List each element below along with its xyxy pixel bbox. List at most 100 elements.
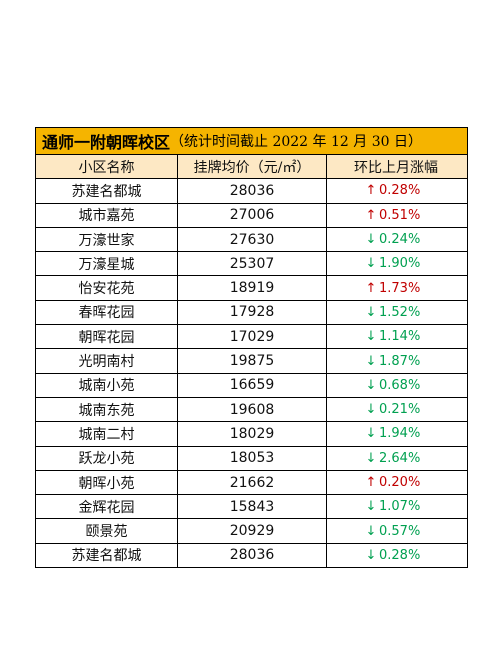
table-row: 万濠星城 25307 ↓ 1.90% bbox=[36, 252, 467, 277]
community-name-cell: 春晖花园 bbox=[36, 300, 178, 325]
listing-price-cell: 17928 bbox=[178, 300, 327, 325]
listing-price-cell: 27006 bbox=[178, 203, 327, 227]
community-name-cell: 城南小苑 bbox=[36, 373, 178, 397]
change-value: 2.64% bbox=[379, 450, 421, 466]
change-value: 1.73% bbox=[379, 280, 421, 296]
change-value: 0.28% bbox=[379, 183, 421, 199]
mom-change-cell: ↓ 1.94% bbox=[327, 422, 465, 445]
community-name-cell: 城南东苑 bbox=[36, 397, 178, 422]
change-value: 0.51% bbox=[379, 207, 421, 223]
arrow-down-icon: ↓ bbox=[365, 499, 377, 515]
mom-change-cell: ↓ 1.52% bbox=[327, 301, 465, 324]
community-name-cell: 怡安花苑 bbox=[36, 276, 178, 300]
listing-price-cell: 18053 bbox=[178, 446, 327, 470]
arrow-up-icon: ↑ bbox=[365, 183, 377, 199]
community-name-cell: 跃龙小苑 bbox=[36, 446, 178, 470]
table-row: 跃龙小苑 18053 ↓ 2.64% bbox=[36, 446, 467, 471]
community-name-cell: 苏建名都城 bbox=[36, 179, 178, 203]
table-row: 光明南村 19875 ↓ 1.87% bbox=[36, 349, 467, 374]
arrow-down-icon: ↓ bbox=[365, 232, 377, 248]
table-row: 苏建名都城 28036 ↓ 0.28% bbox=[36, 543, 467, 568]
community-name-cell: 苏建名都城 bbox=[36, 543, 178, 568]
change-value: 1.07% bbox=[379, 499, 421, 515]
table-body: 苏建名都城 28036 ↑ 0.28% 城市嘉苑 27006 ↑ 0.51% 万濠世家 27630… bbox=[36, 179, 467, 568]
mom-change-cell: ↑ 0.51% bbox=[327, 204, 465, 227]
table-row: 怡安花苑 18919 ↑ 1.73% bbox=[36, 276, 467, 301]
price-table: 通师一附朝晖校区 （统计时间截止 2022 年 12 月 30 日） 小区名称 挂… bbox=[35, 127, 468, 569]
table-row: 苏建名都城 28036 ↑ 0.28% bbox=[36, 179, 467, 204]
mom-change-cell: ↓ 1.90% bbox=[327, 252, 465, 275]
arrow-down-icon: ↓ bbox=[365, 377, 377, 393]
listing-price-cell: 19875 bbox=[178, 349, 327, 373]
mom-change-cell: ↓ 0.24% bbox=[327, 228, 465, 251]
listing-price-cell: 17029 bbox=[178, 325, 327, 349]
table-row: 颐景苑 20929 ↓ 0.57% bbox=[36, 519, 467, 544]
header-listing-price: 挂牌均价（元/㎡） bbox=[178, 155, 327, 179]
community-name-cell: 城南二村 bbox=[36, 422, 178, 446]
community-name-cell: 万濠星城 bbox=[36, 252, 178, 276]
change-value: 0.28% bbox=[379, 547, 421, 563]
mom-change-cell: ↓ 2.64% bbox=[327, 447, 465, 470]
arrow-up-icon: ↑ bbox=[365, 207, 377, 223]
community-name-cell: 城市嘉苑 bbox=[36, 203, 178, 227]
mom-change-cell: ↓ 1.07% bbox=[327, 495, 465, 518]
listing-price-cell: 18919 bbox=[178, 276, 327, 300]
table-row: 城南二村 18029 ↓ 1.94% bbox=[36, 422, 467, 447]
change-value: 0.21% bbox=[379, 402, 421, 418]
listing-price-cell: 15843 bbox=[178, 495, 327, 519]
arrow-down-icon: ↓ bbox=[365, 426, 377, 442]
community-name-cell: 万濠世家 bbox=[36, 227, 178, 252]
table-row: 城南东苑 19608 ↓ 0.21% bbox=[36, 397, 467, 423]
table-title: 通师一附朝晖校区 bbox=[42, 133, 171, 152]
listing-price-cell: 27630 bbox=[178, 227, 327, 252]
table-row: 万濠世家 27630 ↓ 0.24% bbox=[36, 227, 467, 253]
table-row: 春晖花园 17928 ↓ 1.52% bbox=[36, 300, 467, 326]
change-value: 0.68% bbox=[379, 377, 421, 393]
arrow-down-icon: ↓ bbox=[365, 353, 377, 369]
change-value: 0.57% bbox=[379, 523, 421, 539]
mom-change-cell: ↓ 0.28% bbox=[327, 544, 465, 567]
table-title-bar: 通师一附朝晖校区 （统计时间截止 2022 年 12 月 30 日） bbox=[36, 128, 467, 155]
arrow-down-icon: ↓ bbox=[365, 256, 377, 272]
table-row: 朝晖花园 17029 ↓ 1.14% bbox=[36, 325, 467, 350]
community-name-cell: 朝晖小苑 bbox=[36, 470, 178, 495]
table-row: 金辉花园 15843 ↓ 1.07% bbox=[36, 495, 467, 520]
community-name-cell: 金辉花园 bbox=[36, 495, 178, 519]
mom-change-cell: ↑ 0.28% bbox=[327, 179, 465, 202]
table-title-note: （统计时间截止 2022 年 12 月 30 日） bbox=[170, 134, 422, 150]
change-value: 1.87% bbox=[379, 353, 421, 369]
listing-price-cell: 18029 bbox=[178, 422, 327, 446]
mom-change-cell: ↑ 1.73% bbox=[327, 276, 465, 299]
mom-change-cell: ↓ 0.68% bbox=[327, 374, 465, 397]
mom-change-cell: ↓ 1.87% bbox=[327, 349, 465, 372]
arrow-down-icon: ↓ bbox=[365, 329, 377, 345]
listing-price-cell: 25307 bbox=[178, 252, 327, 276]
listing-price-cell: 16659 bbox=[178, 373, 327, 397]
arrow-down-icon: ↓ bbox=[365, 523, 377, 539]
table-row: 城市嘉苑 27006 ↑ 0.51% bbox=[36, 203, 467, 228]
header-community-name: 小区名称 bbox=[36, 155, 178, 179]
community-name-cell: 朝晖花园 bbox=[36, 325, 178, 349]
listing-price-cell: 21662 bbox=[178, 470, 327, 495]
header-mom-change: 环比上月涨幅 bbox=[354, 159, 438, 176]
mom-change-cell: ↓ 0.21% bbox=[327, 398, 465, 421]
arrow-up-icon: ↑ bbox=[365, 280, 377, 296]
community-name-cell: 颐景苑 bbox=[36, 519, 178, 543]
change-value: 0.24% bbox=[379, 232, 421, 248]
arrow-up-icon: ↑ bbox=[365, 475, 377, 490]
change-value: 1.14% bbox=[379, 329, 421, 345]
mom-change-cell: ↓ 1.14% bbox=[327, 325, 465, 348]
arrow-down-icon: ↓ bbox=[365, 450, 377, 466]
mom-change-cell: ↑ 0.20% bbox=[327, 471, 465, 494]
table-header-row: 小区名称 挂牌均价（元/㎡） 环比上月涨幅 bbox=[36, 155, 467, 180]
listing-price-cell: 19608 bbox=[178, 397, 327, 422]
mom-change-cell: ↓ 0.57% bbox=[327, 519, 465, 542]
arrow-down-icon: ↓ bbox=[365, 304, 377, 320]
listing-price-cell: 20929 bbox=[178, 519, 327, 543]
table-row: 朝晖小苑 21662 ↑ 0.20% bbox=[36, 470, 467, 496]
change-value: 1.94% bbox=[379, 426, 421, 442]
community-name-cell: 光明南村 bbox=[36, 349, 178, 373]
change-value: 0.20% bbox=[379, 475, 421, 490]
arrow-down-icon: ↓ bbox=[365, 402, 377, 418]
change-value: 1.90% bbox=[379, 256, 421, 272]
